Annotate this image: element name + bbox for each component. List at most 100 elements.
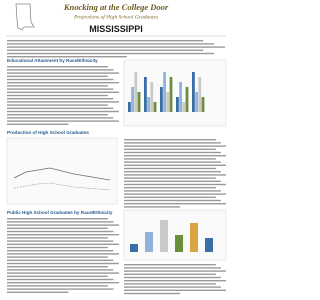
text-line [124, 286, 221, 288]
bar-graphic [145, 232, 153, 252]
text-line [124, 267, 221, 269]
text-line [124, 145, 226, 147]
document: Knocking at the College Door Projections… [6, 2, 227, 295]
text-line [7, 123, 69, 125]
text-line [124, 164, 226, 166]
text-line [7, 78, 114, 81]
bar-graphic [195, 92, 198, 112]
subtitle: Projections of High School Graduates [73, 14, 158, 21]
bar-graphic [182, 102, 186, 112]
bar-graphic [160, 220, 168, 252]
section-heading: Production of High School Graduates [7, 130, 89, 135]
section-heading: Educational Attainment by Race/Ethnicity [7, 58, 98, 63]
text-line [7, 66, 108, 68]
text-line [7, 291, 69, 293]
bar-graphic [175, 235, 183, 252]
text-line [7, 110, 119, 113]
text-line [7, 256, 108, 258]
text-line [7, 288, 114, 290]
text-line [124, 292, 181, 295]
text-line [124, 171, 221, 173]
text-line [7, 259, 114, 261]
text-line [124, 177, 216, 179]
text-line [7, 266, 108, 268]
bar-graphic [201, 97, 205, 112]
text-line [7, 49, 204, 51]
text-line [7, 85, 108, 87]
bar-graphic [192, 72, 195, 112]
text-line [7, 230, 114, 233]
text-line [124, 167, 216, 170]
text-line [124, 283, 216, 285]
body-text [7, 218, 119, 293]
text-line [7, 82, 119, 84]
text-line [124, 289, 226, 291]
state-icon [15, 3, 35, 31]
text-line [7, 234, 119, 236]
text-line [124, 158, 216, 160]
text-line [124, 161, 221, 163]
text-line [7, 88, 114, 90]
text-line [7, 237, 108, 239]
text-line [124, 183, 226, 186]
text-line [124, 280, 226, 282]
text-line [124, 155, 226, 157]
text-line [7, 272, 119, 274]
bar-graphic [147, 97, 150, 112]
text-line [7, 75, 108, 77]
bar-graphic [198, 77, 202, 112]
text-line [7, 278, 114, 281]
text-line [7, 218, 108, 220]
text-line [124, 142, 221, 144]
section-heading: Public High School Graduates by Race/Eth… [7, 210, 113, 215]
text-line [7, 243, 119, 245]
body-text [124, 264, 226, 295]
bar-graphic [176, 97, 179, 112]
title: Knocking at the College Door [63, 2, 169, 12]
bar-graphic [137, 92, 141, 112]
text-line [7, 52, 215, 55]
text-line [7, 72, 119, 74]
text-line [7, 221, 114, 223]
state-name: MISSISSIPPI [89, 24, 143, 34]
text-line [7, 275, 108, 277]
intro-text [7, 40, 225, 58]
text-line [7, 107, 114, 109]
text-line [124, 190, 221, 192]
page: Knocking at the College Door Projections… [6, 2, 227, 295]
text-line [7, 269, 114, 271]
text-line [7, 101, 119, 103]
bar-graphic [150, 82, 154, 112]
text-line [124, 174, 226, 176]
body-text [124, 139, 226, 208]
bar-graphic [134, 72, 138, 112]
text-line [7, 56, 127, 58]
bar-graphic [166, 92, 170, 112]
text-line [124, 276, 221, 279]
chart-graphic [6, 137, 118, 205]
bar-graphic [144, 77, 147, 112]
text-line [7, 262, 119, 265]
text-line [7, 46, 225, 48]
text-line [124, 193, 226, 195]
bar-graphic [153, 102, 157, 112]
text-line [7, 117, 114, 119]
body-text [7, 66, 119, 125]
text-line [124, 187, 216, 189]
text-line [7, 246, 108, 249]
text-line [124, 196, 216, 198]
text-line [7, 94, 108, 97]
text-line [124, 264, 216, 266]
text-line [124, 180, 221, 182]
text-line [124, 273, 216, 275]
text-line [124, 151, 221, 154]
text-line [124, 206, 181, 208]
text-line [7, 104, 108, 106]
chart-graphic [123, 209, 227, 261]
text-line [7, 285, 108, 287]
bar-graphic [131, 87, 134, 112]
text-line [7, 282, 119, 284]
text-line [124, 203, 226, 205]
bar-graphic [179, 82, 182, 112]
text-line [7, 40, 204, 42]
